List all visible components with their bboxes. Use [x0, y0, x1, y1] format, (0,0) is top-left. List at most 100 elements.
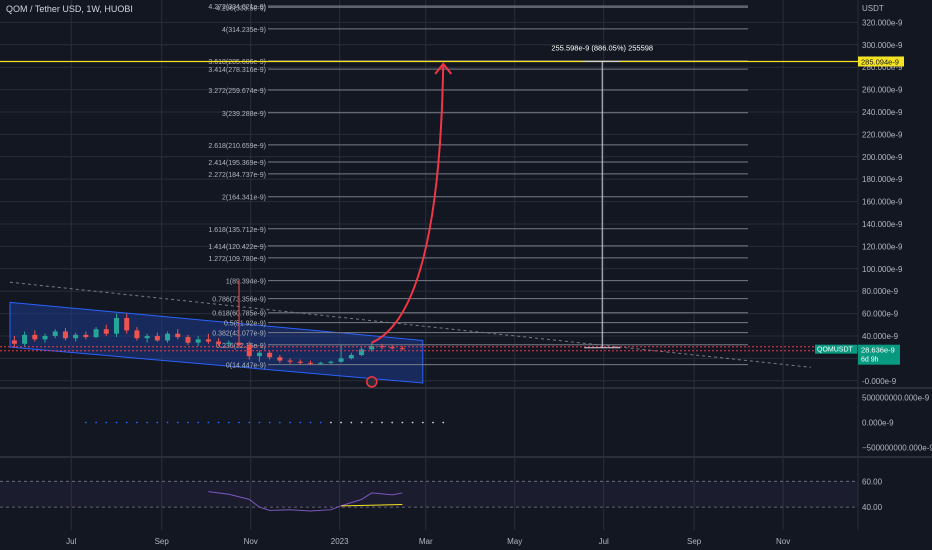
- volume-dot: [268, 421, 271, 424]
- volume-dot: [411, 421, 414, 424]
- candle-body: [175, 333, 181, 338]
- volume-dot: [105, 421, 108, 424]
- candle-body: [113, 318, 119, 334]
- dashed-trendline: [9, 281, 811, 368]
- candle-body: [226, 342, 232, 344]
- volume-dot: [319, 421, 322, 424]
- volume-dot: [421, 421, 424, 424]
- volume-dot: [166, 421, 169, 424]
- fib-level-label: 0(14.447e-9): [226, 363, 266, 370]
- measure-label: 255.598e-9 (886.05%) 255598: [551, 43, 653, 52]
- y-tick-label: 140.000e-9: [862, 220, 903, 229]
- volume-dot: [309, 421, 312, 424]
- rsi-band: [0, 481, 858, 508]
- countdown-label: 6d 9h: [861, 357, 879, 364]
- candle-body: [399, 348, 405, 350]
- candle-body: [328, 361, 334, 363]
- volume-dot: [146, 421, 149, 424]
- volume-dot: [176, 421, 179, 424]
- candle-body: [154, 335, 160, 341]
- volume-dot: [340, 421, 343, 424]
- candle-body: [216, 341, 222, 344]
- fib-level-label: 2.414(195.369e-9): [208, 160, 266, 167]
- y-tick-label: 120.000e-9: [862, 242, 903, 251]
- volume-dot: [330, 421, 332, 424]
- y-tick-label: 320.000e-9: [862, 18, 903, 27]
- volume-dot: [207, 421, 210, 424]
- volume-dot: [299, 421, 302, 424]
- volume-dot: [115, 421, 118, 424]
- fib-level-label: 2.272(184.737e-9): [208, 172, 266, 179]
- volume-tick-label: 0.000e-9: [862, 419, 894, 428]
- y-tick-label: 180.000e-9: [862, 175, 903, 184]
- volume-dot: [391, 421, 394, 424]
- candle-body: [205, 339, 211, 342]
- fib-level-label: 1.414(120.422e-9): [208, 244, 266, 251]
- x-tick-label: Nov: [244, 537, 258, 546]
- candle-body: [338, 358, 344, 362]
- x-tick-label: Jul: [66, 537, 76, 546]
- candle-body: [267, 352, 273, 358]
- volume-dot: [401, 421, 404, 424]
- fib-level-label: 1.272(109.780e-9): [208, 256, 266, 263]
- volume-dot: [227, 421, 230, 424]
- candle-body: [277, 357, 283, 361]
- volume-tick-label: −500000000.000e-9: [862, 444, 932, 453]
- rsi-line: [208, 491, 403, 512]
- y-tick-label: 100.000e-9: [862, 265, 903, 274]
- y-tick-label: 200.000e-9: [862, 153, 903, 162]
- symbol-badge: [815, 344, 857, 354]
- fib-level-label: 0.5(51.92e-9): [224, 321, 266, 328]
- candle-body: [307, 362, 313, 364]
- candle-body: [144, 335, 150, 339]
- current-price-badge: [858, 344, 900, 365]
- x-tick-label: Sep: [687, 537, 702, 546]
- fib-level-label: 2(164.341e-9): [222, 195, 266, 202]
- volume-dot: [442, 421, 445, 424]
- y-tick-label: 80.000e-9: [862, 287, 899, 296]
- volume-dot: [95, 421, 97, 424]
- volume-dot: [248, 421, 251, 424]
- candle-body: [103, 329, 109, 334]
- fib-level-label: 3.618(285.606e-9): [208, 59, 266, 66]
- volume-tick-label: 500000000.000e-9: [862, 394, 930, 403]
- candle-body: [195, 339, 201, 343]
- candle-body: [73, 334, 79, 339]
- candle-body: [11, 340, 17, 344]
- candle-body: [185, 337, 191, 343]
- x-tick-label: May: [507, 537, 522, 546]
- volume-dot: [258, 421, 261, 424]
- volume-dot: [370, 421, 373, 424]
- candle-body: [287, 360, 293, 362]
- volume-dot: [197, 421, 200, 424]
- candle-body: [62, 331, 68, 339]
- y-tick-label: 60.000e-9: [862, 310, 899, 319]
- candle-body: [236, 342, 242, 345]
- symbol-label: QOMUSDT: [817, 347, 854, 354]
- x-tick-label: 2023: [331, 537, 349, 546]
- chart-title: QOM / Tether USD, 1W, HUOBI: [6, 4, 133, 14]
- y-tick-label: 40.000e-9: [862, 332, 899, 341]
- volume-dot: [84, 421, 87, 424]
- fib-level-label: 1(89.394e-9): [226, 279, 266, 286]
- fib-level-label: 3.272(259.674e-9): [208, 88, 266, 95]
- target-price-badge: [858, 56, 904, 67]
- volume-dot: [125, 421, 128, 424]
- volume-dot: [360, 421, 363, 424]
- projection-arrow: [371, 63, 445, 344]
- x-tick-label: Mar: [419, 537, 433, 546]
- candle-body: [124, 318, 130, 331]
- fib-level-label: 4.272(334.621e-9): [208, 4, 266, 11]
- volume-dot: [289, 421, 291, 424]
- projection-arrow-head: [434, 62, 453, 75]
- y-tick-label: 240.000e-9: [862, 108, 903, 117]
- rsi-tick-label: 40.00: [862, 503, 883, 512]
- y-tick-label: 220.000e-9: [862, 130, 903, 139]
- candle-body: [134, 330, 140, 339]
- volume-dot: [217, 421, 220, 424]
- target-price-label: 285.094e-9: [861, 57, 899, 66]
- y-tick-label: -0.000e-9: [862, 377, 897, 386]
- fib-level-label: 3(239.288e-9): [222, 111, 266, 118]
